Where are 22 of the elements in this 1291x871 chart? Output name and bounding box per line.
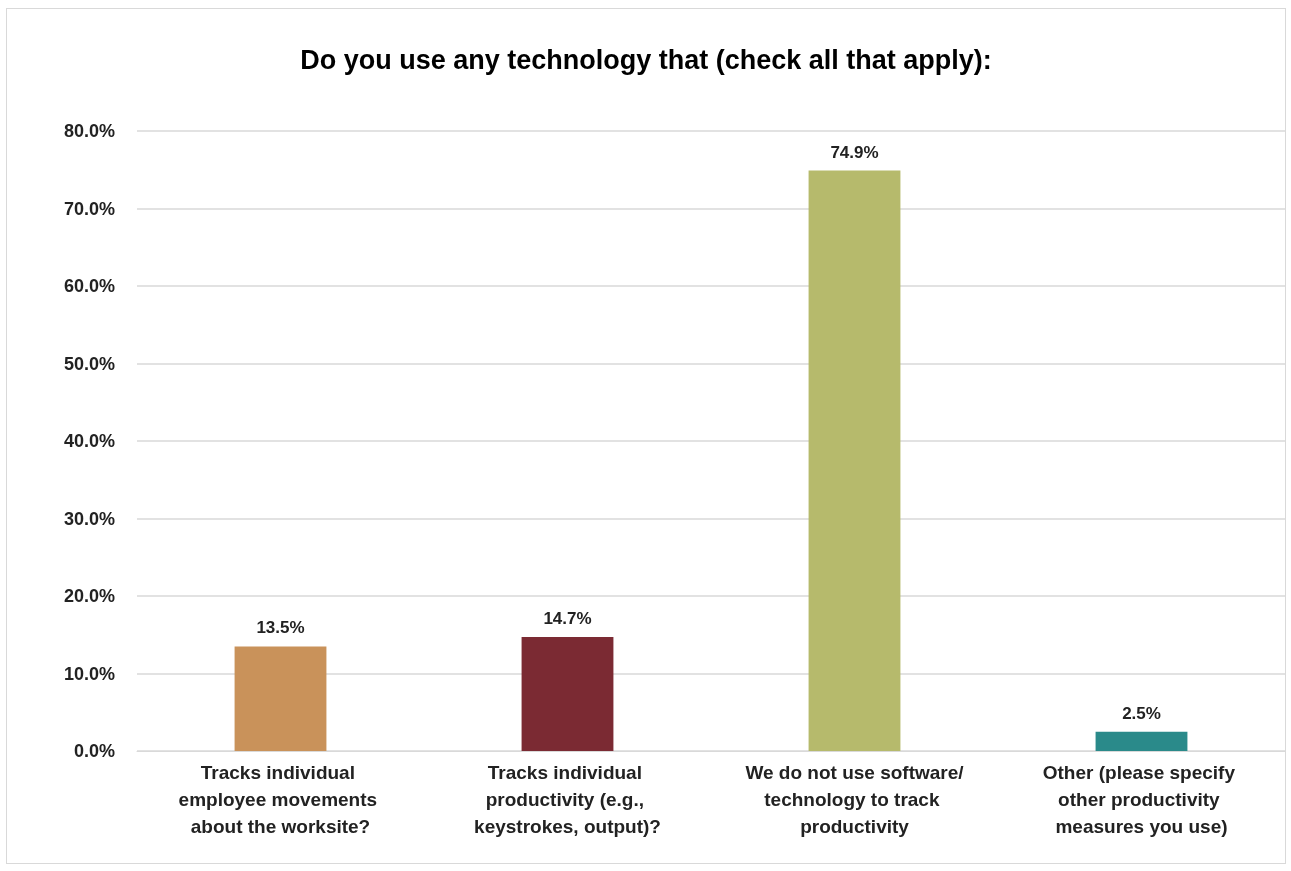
data-label: 14.7%: [543, 609, 592, 629]
y-tick-label: 70.0%: [63, 198, 115, 219]
bar: [1095, 731, 1188, 751]
x-tick-label: Other (please specify other productivity measures you use): [1042, 762, 1241, 837]
bar: [521, 637, 614, 751]
y-tick-label: 80.0%: [63, 121, 115, 141]
bar: [808, 170, 901, 751]
bar: [234, 646, 327, 751]
y-tick-label: 40.0%: [63, 431, 115, 451]
x-tick-label: Tracks individual productivity (e.g., keystrokes, output)?: [474, 762, 661, 837]
data-label: 13.5%: [256, 618, 305, 638]
y-tick-label: 60.0%: [63, 276, 115, 296]
data-label: 2.5%: [1122, 703, 1161, 723]
y-tick-label: 50.0%: [63, 353, 115, 374]
x-tick-label: We do not use software/technology to track productivity: [745, 762, 965, 837]
y-tick-label: 30.0%: [63, 508, 115, 529]
y-tick-label: 20.0%: [63, 586, 115, 606]
y-tick-label: 0.0%: [73, 741, 115, 761]
chart-title: Do you use any technology that (check all that apply):: [300, 44, 992, 75]
data-label: 74.9%: [830, 142, 879, 162]
y-tick-label: 10.0%: [63, 663, 115, 684]
x-tick-label: Tracks individual employee movements about the worksite?: [178, 762, 383, 837]
